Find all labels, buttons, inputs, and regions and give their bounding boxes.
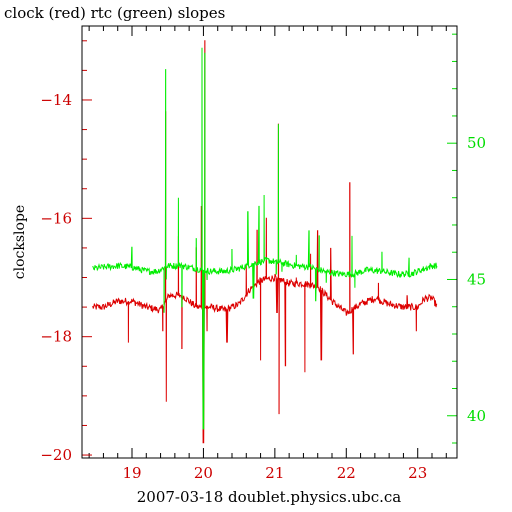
y-left-tick-label: −16 — [40, 209, 72, 227]
x-tick-label: 21 — [265, 464, 284, 482]
y-axis-label: clockslope — [12, 205, 28, 279]
series-line-clock — [92, 40, 438, 444]
y-right-tick-label: 40 — [467, 407, 486, 425]
x-axis-label: 2007-03-18 doublet.physics.ubc.ca — [137, 488, 402, 506]
y-left-tick-label: −14 — [40, 91, 72, 109]
ticks-layer: 19 20 21 22 23 −20 −18 −16 −14 40 45 50 — [40, 26, 486, 482]
series-line-rtc — [92, 47, 438, 430]
y-left-tick-label: −18 — [40, 328, 72, 346]
x-tick-label: 20 — [194, 464, 213, 482]
x-tick-label: 19 — [122, 464, 141, 482]
x-tick-label: 22 — [337, 464, 356, 482]
series-layer — [92, 40, 438, 444]
x-tick-label: 23 — [408, 464, 427, 482]
y-right-tick-label: 50 — [467, 134, 486, 152]
chart-title: clock (red) rtc (green) slopes — [4, 4, 225, 22]
y-left-tick-label: −20 — [40, 446, 72, 464]
plot-frame — [81, 25, 458, 459]
y-right-tick-label: 45 — [467, 270, 486, 288]
